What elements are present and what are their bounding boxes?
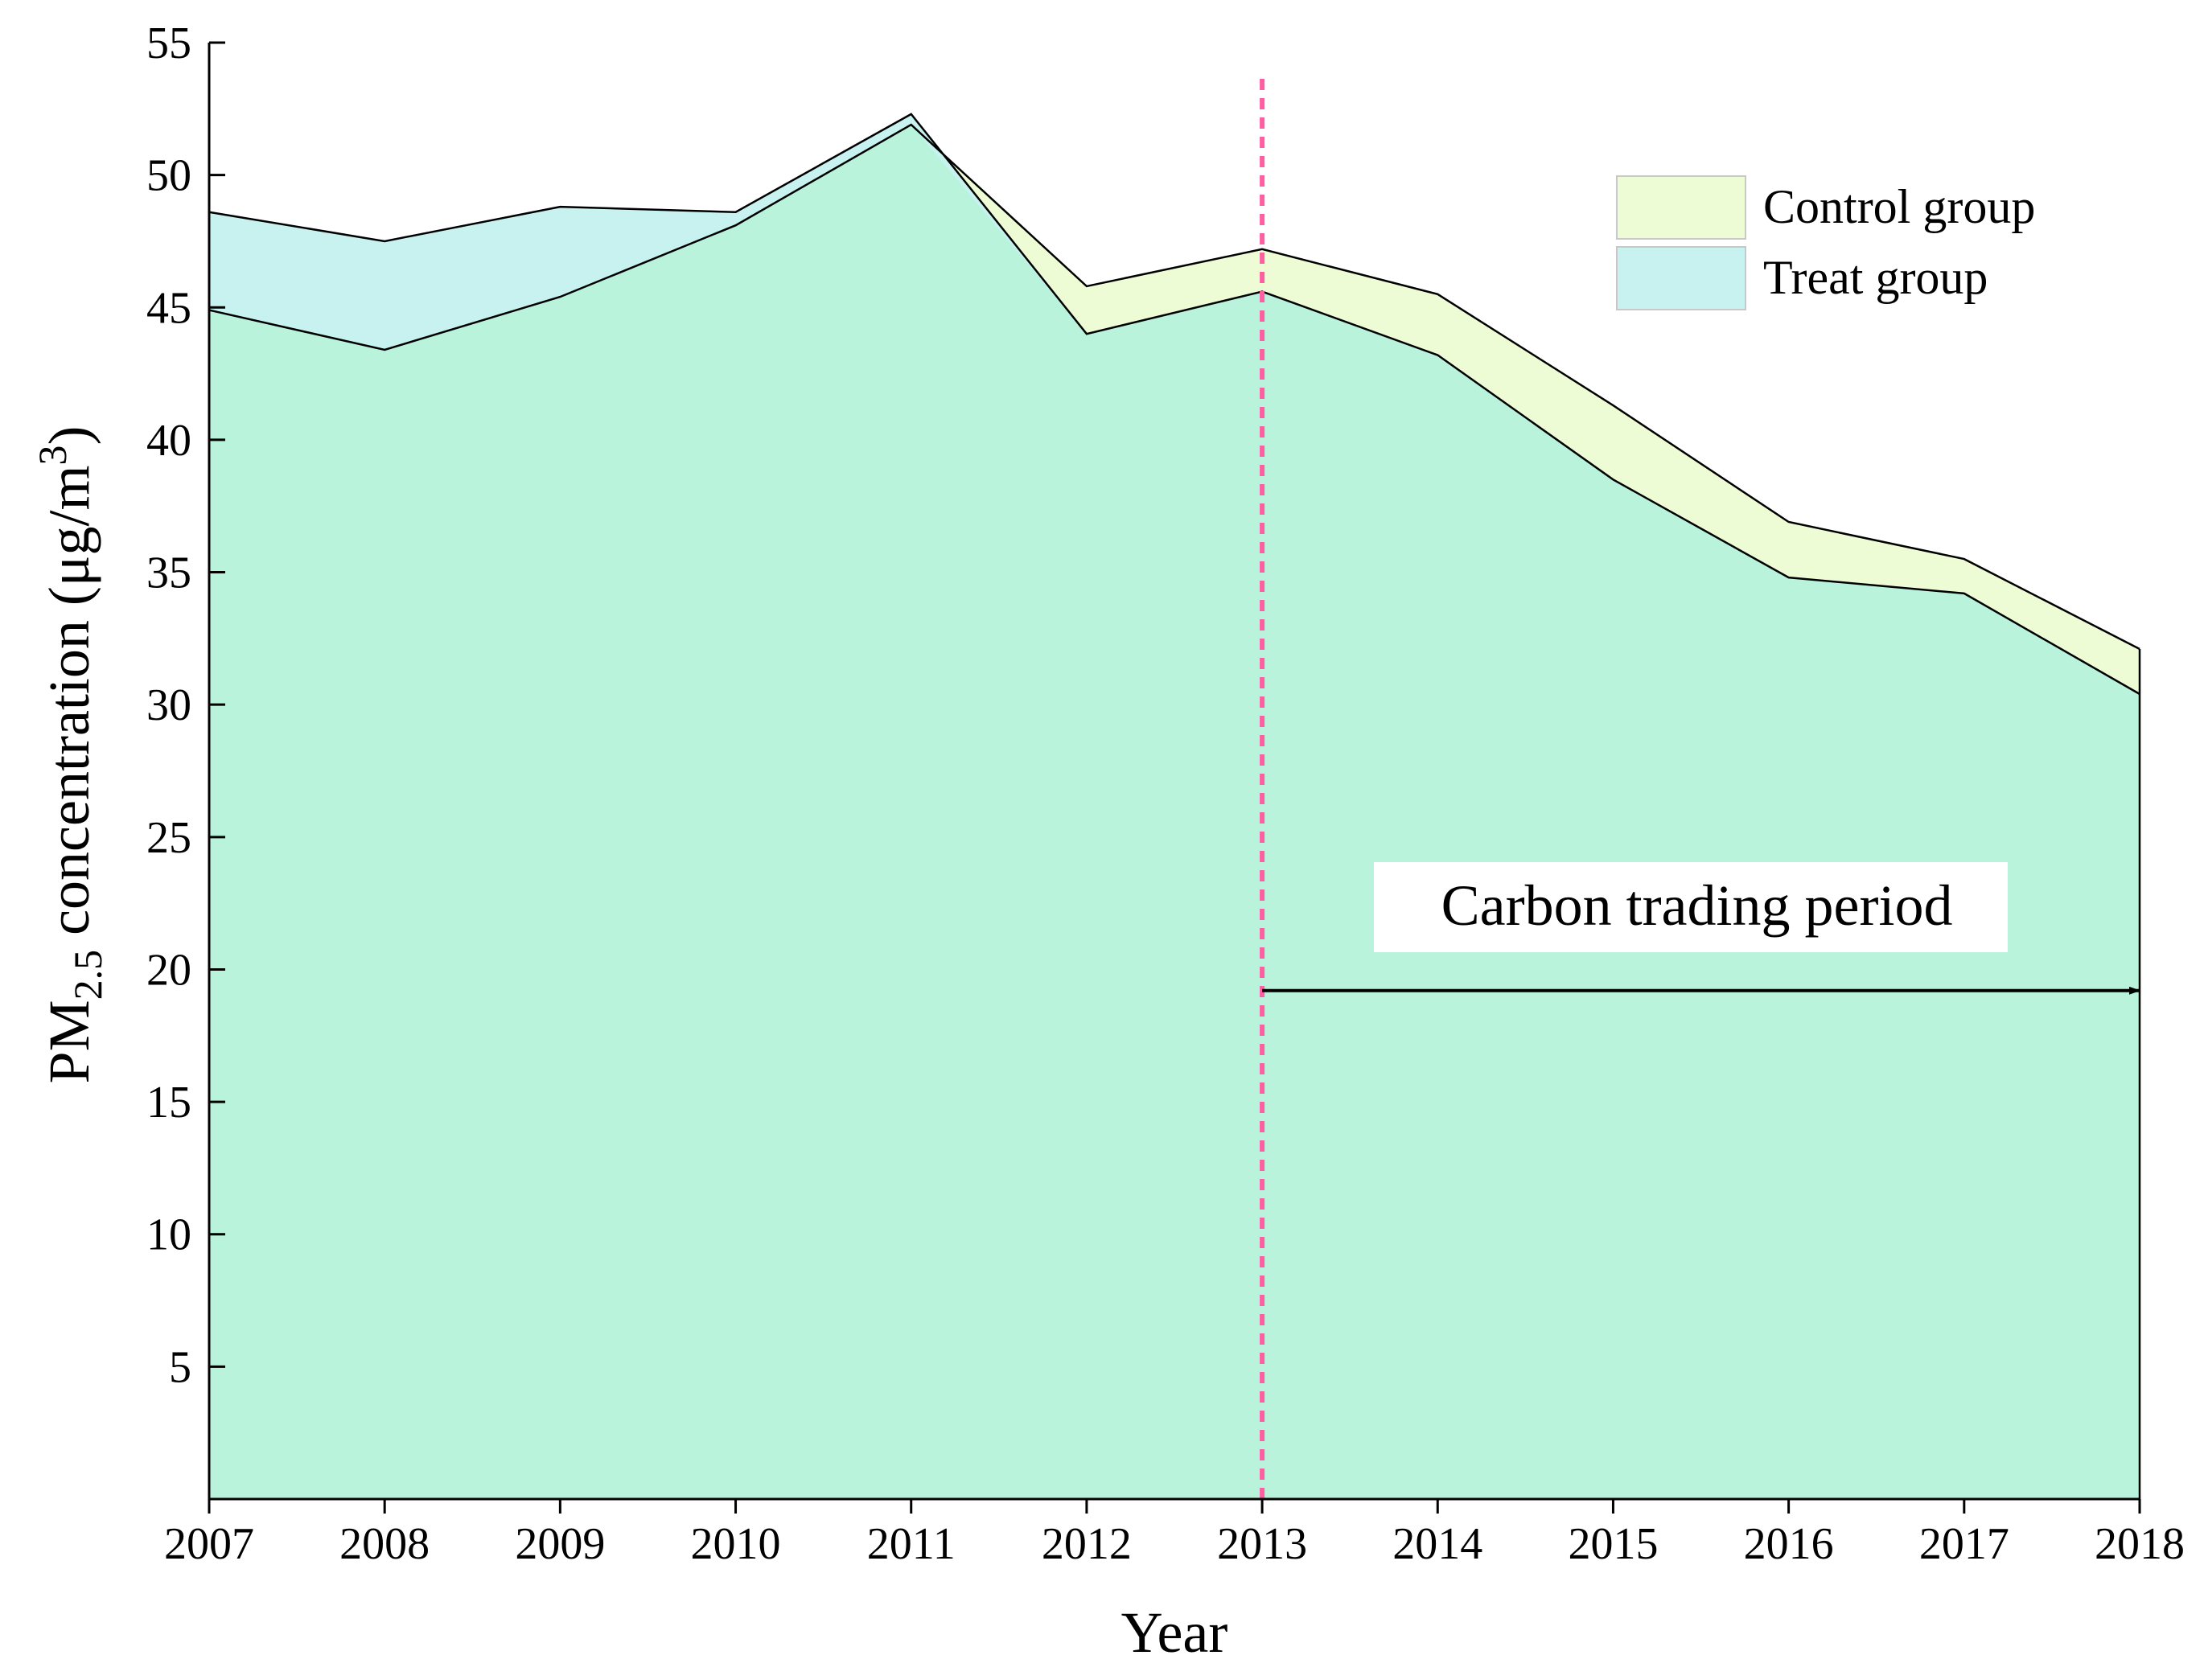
x-tick-label-2017: 2017 — [1919, 1519, 2009, 1569]
y-tick-label-35: 35 — [146, 548, 191, 598]
y-axis-title: PM2.5 concentration (μg/m3) — [30, 426, 110, 1084]
control-group-line — [208, 123, 2140, 651]
x-tick-label-2018: 2018 — [2095, 1519, 2185, 1569]
x-tick-label-2015: 2015 — [1568, 1519, 1658, 1569]
x-tick-label-2011: 2011 — [867, 1519, 956, 1569]
y-tick-label-45: 45 — [146, 283, 191, 333]
y-tick-label-30: 30 — [146, 680, 191, 730]
y-axis-title-main: PM — [37, 1000, 101, 1083]
treat-group-line — [208, 113, 2140, 696]
annotation-background — [1374, 862, 2008, 952]
legend-label-control: Control group — [1763, 180, 2035, 233]
y-tick-label-5: 5 — [169, 1342, 191, 1392]
legend-swatch-control — [1616, 175, 1746, 240]
x-tick-label-2012: 2012 — [1042, 1519, 1132, 1569]
y-axis-ticks: 5 10 15 20 25 30 35 40 45 50 55 — [146, 18, 225, 1392]
y-tick-label-55: 55 — [146, 18, 191, 68]
y-axis-title-subscript: 2.5 — [65, 950, 110, 1000]
x-tick-label-2014: 2014 — [1392, 1519, 1482, 1569]
x-tick-label-2010: 2010 — [691, 1519, 781, 1569]
y-axis-title-end: ) — [37, 426, 101, 446]
series-lines — [208, 113, 2140, 696]
legend-swatch-treat — [1616, 246, 1746, 310]
legend: Control group Treat group — [1616, 175, 2035, 310]
carbon-trading-period-label: Carbon trading period — [1441, 873, 1953, 938]
x-tick-label-2008: 2008 — [339, 1519, 430, 1569]
y-axis-title-rest: concentration (μg/m — [37, 466, 101, 950]
overlap-area — [209, 125, 2140, 1499]
y-tick-label-25: 25 — [146, 813, 191, 863]
y-tick-label-15: 15 — [146, 1078, 191, 1128]
y-axis-title-superscript: 3 — [30, 446, 75, 466]
y-tick-label-50: 50 — [146, 151, 191, 201]
axes — [208, 43, 2141, 1501]
x-tick-label-2016: 2016 — [1744, 1519, 1834, 1569]
x-axis-ticks: 2007 2008 2009 2010 2011 2012 2013 2014 2015 2016… — [164, 1499, 2185, 1569]
x-tick-label-2009: 2009 — [515, 1519, 605, 1569]
legend-label-treat: Treat group — [1763, 251, 1988, 304]
area-layer — [209, 113, 2140, 1499]
y-tick-label-40: 40 — [146, 416, 191, 466]
y-tick-label-20: 20 — [146, 945, 191, 995]
x-axis-title: Year — [1121, 1600, 1228, 1665]
y-tick-label-10: 10 — [146, 1210, 191, 1260]
x-tick-label-2007: 2007 — [164, 1519, 254, 1569]
x-tick-label-2013: 2013 — [1217, 1519, 1307, 1569]
